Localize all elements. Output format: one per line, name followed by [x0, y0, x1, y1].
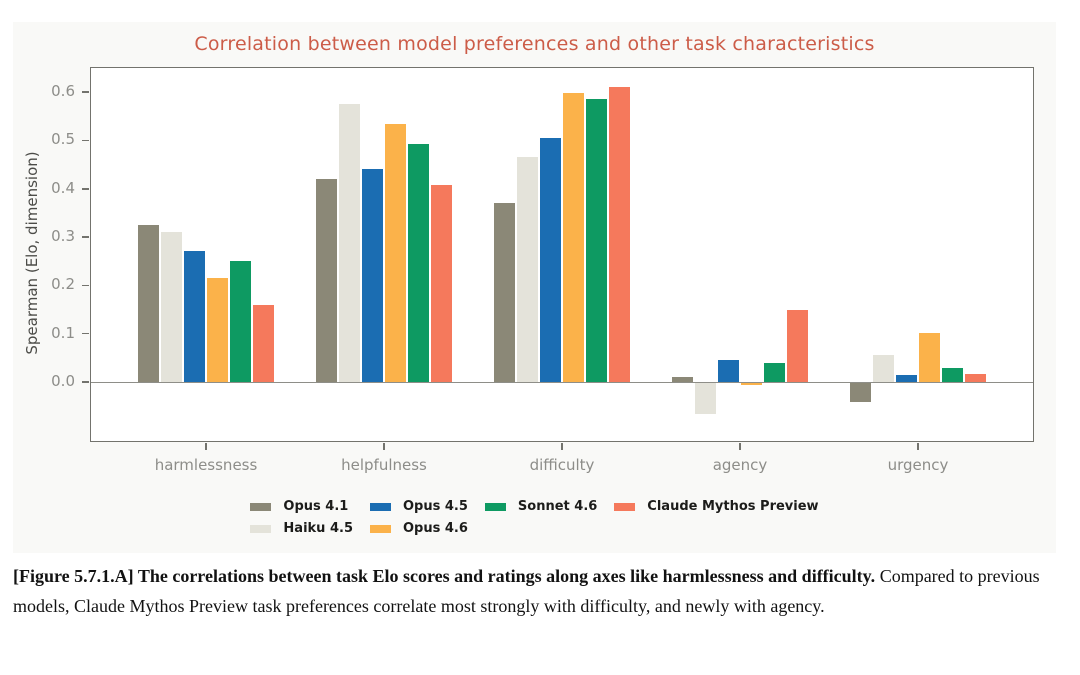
chart-title: Correlation between model preferences an…: [194, 33, 875, 55]
y-tick-label: 0.3: [51, 227, 75, 246]
bar-opus-4-6-difficulty: [563, 93, 584, 383]
legend-item-claude-mythos-preview: Claude Mythos Preview: [614, 498, 819, 515]
x-tick-mark: [383, 443, 385, 450]
plot-area: 0.0 0.1 0.2 0.3 0.4 0.5 0.6 harmlessness helpful…: [51, 67, 1034, 474]
legend-item-sonnet-4-6: Sonnet 4.6: [484, 498, 598, 515]
legend-column: Claude Mythos Preview: [614, 498, 819, 515]
bar-haiku-4-5-difficulty: [517, 157, 538, 383]
legend-swatch-opus-4-1: [250, 502, 272, 511]
legend-item-opus-4-1: Opus 4.1: [250, 498, 353, 515]
bar-sonnet-4-6-helpfulness: [408, 143, 429, 383]
y-tick-label: 0.2: [51, 275, 75, 294]
bar-opus-4-1-harmlessness: [138, 225, 159, 383]
legend-swatch-opus-4-6: [370, 524, 391, 533]
bar-opus-4-1-agency: [672, 377, 693, 383]
bar-opus-4-5-helpfulness: [362, 169, 383, 383]
zero-baseline: [91, 381, 1033, 383]
bar-sonnet-4-6-harmlessness: [230, 261, 251, 383]
legend-label-haiku-4-5: Haiku 4.5: [283, 521, 353, 536]
figure-card: Correlation between model preferences an…: [13, 22, 1056, 553]
bar-opus-4-6-helpfulness: [385, 123, 406, 383]
bar-sonnet-4-6-difficulty: [586, 99, 607, 383]
bar-claude-mythos-preview-harmlessness: [253, 304, 274, 383]
bar-haiku-4-5-helpfulness: [339, 104, 360, 383]
x-tick-label-difficulty: difficulty: [529, 456, 595, 474]
bar-haiku-4-5-urgency: [873, 355, 894, 383]
x-tick-mark: [561, 443, 563, 450]
bar-opus-4-6-harmlessness: [207, 278, 228, 383]
bar-claude-mythos-preview-urgency: [965, 374, 986, 383]
x-tick-mark: [917, 443, 919, 450]
y-tick-label: 0.0: [51, 372, 75, 391]
x-tick-mark: [739, 443, 741, 450]
legend-label-opus-4-5: Opus 4.5: [403, 499, 468, 514]
bar-opus-4-5-difficulty: [540, 138, 561, 383]
legend: Opus 4.1 Haiku 4.5 Opus 4.5 Opus 4.6 Sonnet …: [13, 498, 1056, 537]
bar-haiku-4-5-harmlessness: [161, 232, 182, 383]
figure-caption: [Figure 5.7.1.A] The correlations betwee…: [13, 561, 1063, 621]
y-tick-label: 0.5: [51, 130, 75, 149]
legend-item-haiku-4-5: Haiku 4.5: [250, 520, 353, 537]
caption-bold-text: [Figure 5.7.1.A] The correlations betwee…: [13, 566, 876, 586]
legend-swatch-opus-4-5: [370, 502, 391, 511]
y-tick-mark: [82, 139, 89, 142]
y-tick-mark: [82, 236, 89, 238]
bar-opus-4-5-harmlessness: [184, 250, 205, 383]
y-tick-label: 0.6: [51, 82, 75, 101]
legend-column: Opus 4.1 Haiku 4.5: [250, 498, 353, 537]
legend-column: Sonnet 4.6: [484, 498, 598, 515]
x-tick-label-harmlessness: harmlessness: [154, 456, 258, 474]
bar-haiku-4-5-agency: [695, 383, 716, 415]
x-tick-mark: [205, 443, 207, 450]
bar-opus-4-5-agency: [718, 360, 739, 383]
y-tick-mark: [82, 381, 89, 383]
bar-opus-4-5-urgency: [896, 374, 917, 383]
bar-claude-mythos-preview-agency: [787, 309, 808, 383]
legend-swatch-claude-mythos-preview: [614, 502, 636, 511]
legend-column: Opus 4.5 Opus 4.6: [370, 498, 468, 537]
legend-label-opus-4-6: Opus 4.6: [403, 521, 468, 536]
legend-item-opus-4-5: Opus 4.5: [370, 498, 468, 515]
y-tick-mark: [82, 284, 89, 287]
y-tick-mark: [82, 332, 89, 335]
legend-item-opus-4-6: Opus 4.6: [370, 520, 468, 537]
legend-swatch-haiku-4-5: [250, 524, 272, 533]
bar-opus-4-1-urgency: [850, 383, 871, 403]
y-tick-label: 0.4: [51, 178, 75, 197]
y-tick-label: 0.1: [51, 323, 75, 342]
x-tick-label-urgency: urgency: [887, 456, 949, 474]
legend-label-claude-mythos-preview: Claude Mythos Preview: [647, 499, 819, 514]
bar-opus-4-6-urgency: [919, 332, 940, 383]
y-tick-mark: [82, 91, 89, 93]
legend-swatch-sonnet-4-6: [484, 502, 506, 511]
bar-claude-mythos-preview-helpfulness: [431, 184, 452, 383]
bar-opus-4-1-difficulty: [494, 203, 515, 383]
x-tick-label-helpfulness: helpfulness: [341, 456, 427, 474]
bar-claude-mythos-preview-difficulty: [609, 87, 630, 383]
bar-sonnet-4-6-urgency: [942, 367, 963, 383]
legend-label-opus-4-1: Opus 4.1: [283, 499, 349, 514]
x-tick-label-agency: agency: [712, 456, 768, 474]
bar-opus-4-1-helpfulness: [316, 179, 337, 383]
legend-label-sonnet-4-6: Sonnet 4.6: [517, 499, 598, 514]
bar-sonnet-4-6-agency: [764, 362, 785, 383]
y-tick-mark: [82, 188, 89, 190]
caption-regular-text: Compared to previous models, Claude Myth…: [13, 566, 1040, 616]
bar-opus-4-6-agency: [741, 383, 762, 386]
